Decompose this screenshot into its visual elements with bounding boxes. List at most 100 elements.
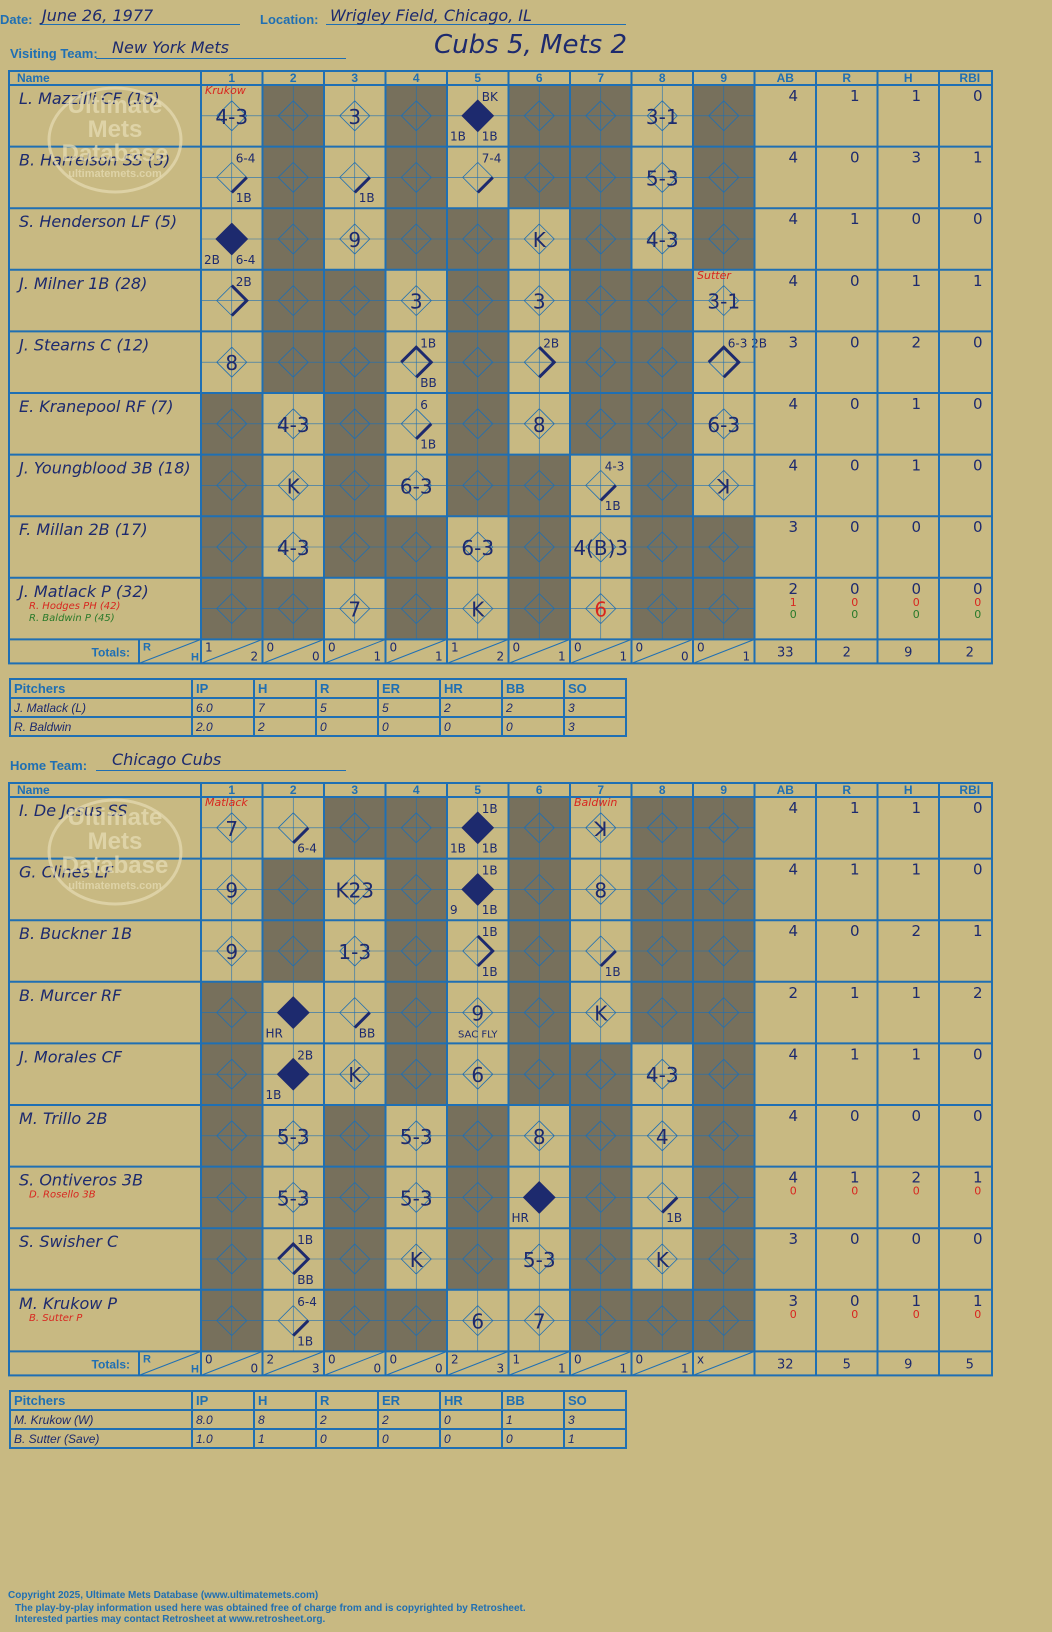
visitors-card-border: [8, 70, 993, 665]
visitors-play-text: 6-3: [400, 474, 433, 498]
visitors-pitcher-header: R: [315, 678, 379, 699]
home-header-inning: 1: [228, 783, 235, 797]
home-substitute-name: D. Rosello 3B: [29, 1190, 96, 1201]
home-base-diamond: [400, 812, 432, 844]
home-player-stat: 4: [788, 1045, 798, 1063]
home-inning-runs: 2: [267, 1352, 275, 1366]
visitors-inning-total-slash: [692, 638, 755, 664]
visitors-base-diamond: [400, 223, 432, 255]
visitors-play-note: 2B: [543, 336, 559, 350]
home-base-diamond: [400, 997, 432, 1029]
home-base-diamond: [339, 812, 371, 844]
retrosheet-notice: The play-by-play information used here w…: [15, 1603, 526, 1614]
visitors-inning-hits: 0: [681, 649, 689, 663]
home-basepath-mark: [599, 949, 617, 968]
visitors-play-note: 6: [420, 398, 428, 412]
visitors-base-diamond: [585, 223, 617, 255]
home-pitcher-cell: 2: [377, 1409, 441, 1430]
home-player-stat: 4: [788, 1107, 798, 1125]
game-date: June 26, 1977: [42, 6, 154, 25]
visitors-inning-runs: 0: [328, 640, 336, 654]
home-play-note: HR: [266, 1026, 283, 1040]
home-inning-runs: 0: [636, 1352, 644, 1366]
home-player-stat: 0: [913, 1308, 920, 1321]
home-run-scored-mark: [461, 811, 495, 845]
home-header-inning: 8: [659, 783, 666, 797]
visitors-player-name: J. Matlack P (32): [16, 582, 149, 601]
visitors-player-stat: 1: [911, 395, 921, 413]
home-player-name: G. Clines LF: [19, 863, 114, 882]
home-inning-total-slash: [631, 1350, 694, 1376]
visitors-pitchers-table: Pitchers IP H R ER HR BB SO J. Matlack (L) 6.0 7 5 5…: [9, 678, 627, 737]
home-card-border: [8, 782, 993, 1377]
home-play-note: HR: [512, 1211, 529, 1225]
visitors-pitcher-cell: 2: [501, 697, 565, 718]
visitors-player-stat: 1: [911, 272, 921, 290]
visitors-basepath-mark: [476, 176, 494, 194]
home-inning-hits: 0: [435, 1361, 443, 1375]
visitors-base-diamond: [339, 223, 371, 255]
visitors-basepath-mark: [415, 422, 433, 440]
visitors-pitcher-cell: 5: [315, 697, 379, 718]
visitors-inning-hits: 1: [374, 649, 382, 663]
home-player-stat: 0: [851, 1185, 858, 1198]
home-pitcher-cell: 0: [439, 1428, 503, 1449]
visitors-pitcher-change-note: Sutter: [697, 269, 732, 282]
home-base-diamond: [339, 1120, 371, 1152]
visitors-base-diamond: [216, 469, 248, 501]
visitors-play-text: 3: [533, 290, 546, 314]
visitors-run-scored-mark: [215, 222, 249, 256]
home-team-name: Chicago Cubs: [112, 750, 222, 769]
home-watermark-text: ultimatemets.com: [68, 880, 162, 892]
visitors-watermark-ring: [47, 86, 183, 194]
home-player-stat: 1: [911, 799, 921, 817]
visitors-pitcher-cell: 0: [377, 716, 441, 737]
visitors-base-diamond: [708, 223, 740, 255]
visitors-pitcher-header: ER: [377, 678, 441, 699]
home-base-diamond: [339, 1243, 371, 1275]
visitors-pitcher-cell: 2: [253, 716, 317, 737]
home-base-diamond: [585, 1181, 617, 1213]
home-base-diamond: [216, 935, 248, 967]
visitors-play-text: 7: [348, 598, 361, 622]
home-base-diamond: [585, 812, 617, 844]
home-player-name: B. Murcer RF: [19, 986, 122, 1005]
home-play-text: K: [656, 1248, 670, 1272]
home-player-stat: 0: [911, 1230, 921, 1248]
home-play-text: 5-3: [400, 1125, 433, 1149]
home-player-stat: 1: [911, 1045, 921, 1063]
visitors-base-diamond: [585, 346, 617, 378]
visitors-play-note: BK: [482, 90, 499, 104]
visitors-player-stat: 0: [973, 333, 983, 351]
visitors-player-stat: 2: [911, 333, 921, 351]
home-header-inning: 5: [474, 783, 481, 797]
visitors-watermark-text: Ultimate: [68, 92, 163, 119]
visitors-inning-hits: 0: [312, 649, 320, 663]
visitors-header-inning: 3: [351, 71, 358, 85]
visitors-player-name: E. Kranepool RF (7): [19, 397, 173, 416]
visitors-header-inning: 5: [474, 71, 481, 85]
home-pitcher-cell: 8: [253, 1409, 317, 1430]
home-header-name: Name: [17, 783, 50, 797]
home-watermark-ring: [47, 798, 183, 906]
visitors-total-stat: 33: [777, 645, 794, 660]
visitors-base-diamond: [708, 593, 740, 625]
home-play-note: 1B: [482, 965, 498, 979]
visitors-player-stat: 0: [850, 149, 860, 167]
home-basepath-mark: [353, 1011, 371, 1029]
home-base-diamond: [462, 1243, 494, 1275]
home-total-stat: 9: [904, 1357, 912, 1372]
home-inning-runs: 0: [574, 1352, 582, 1366]
home-play-text: K: [348, 1063, 362, 1087]
visitors-inning-total-slash: [385, 638, 448, 664]
visitors-player-stat: 0: [911, 210, 921, 228]
home-pitcher-header: HR: [439, 1390, 503, 1411]
home-inning-total-slash: [569, 1350, 632, 1376]
visitors-pitcher-header: BB: [501, 678, 565, 699]
home-base-diamond: [400, 1243, 432, 1275]
home-base-diamond: [523, 1120, 555, 1152]
home-inning-hits: 1: [558, 1361, 566, 1375]
visitors-base-diamond: [277, 469, 309, 501]
visitors-base-diamond: [523, 100, 555, 132]
visitors-base-diamond: [646, 285, 678, 317]
